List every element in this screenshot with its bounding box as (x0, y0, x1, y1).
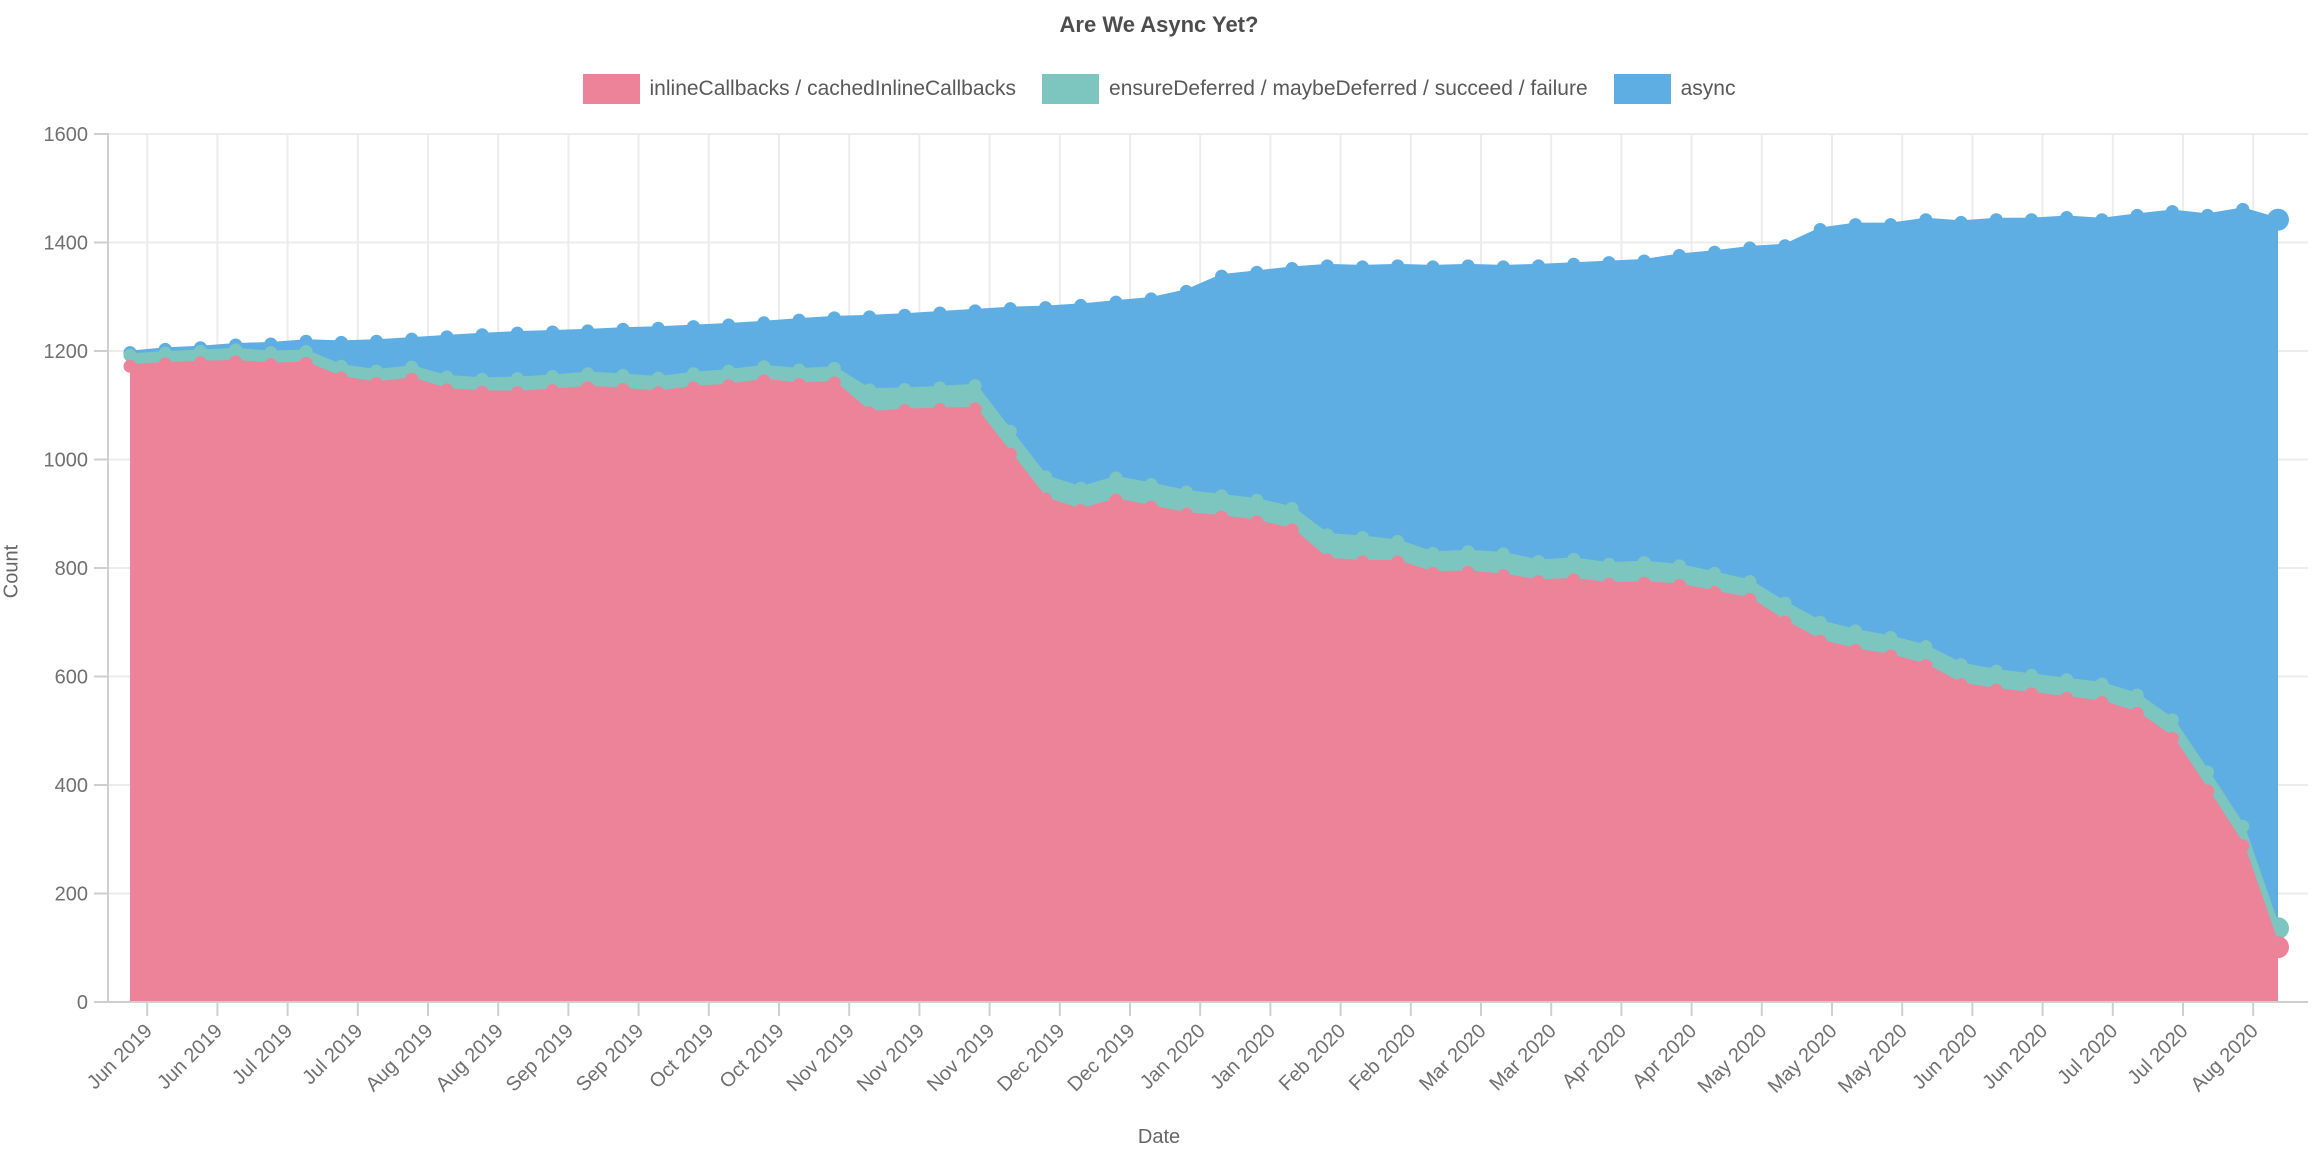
x-tick-label: Jul 2020 (2124, 1020, 2193, 1089)
x-tick-label: May 2020 (1834, 1020, 1912, 1098)
legend-swatch-ensure-deferred-icon (1042, 74, 1100, 104)
x-tick-label: Jan 2020 (1206, 1020, 1280, 1094)
y-tick-labels: 0 200 400 600 800 1000 1200 1400 1600 (44, 124, 89, 1014)
y-tick-label: 800 (55, 558, 88, 580)
chart-title: Are We Async Yet? (1059, 12, 1259, 37)
x-tick-label: Jul 2019 (228, 1020, 297, 1089)
x-tick-label: Mar 2020 (1485, 1020, 1560, 1095)
x-tick-label: Oct 2019 (645, 1020, 718, 1093)
y-tick-label: 400 (55, 775, 88, 797)
area-inline-callbacks (123, 355, 2289, 1003)
x-tick-label: Apr 2020 (1558, 1020, 1631, 1093)
x-tick-label: Jun 2019 (153, 1020, 227, 1094)
x-tick-label: Sep 2019 (572, 1020, 648, 1096)
x-tick-label: Dec 2019 (1063, 1020, 1139, 1096)
legend-swatch-async-icon (1613, 74, 1671, 104)
x-tick-label: Dec 2019 (993, 1020, 1069, 1096)
y-tick-label: 1400 (44, 233, 89, 255)
x-tick-label: Nov 2019 (783, 1020, 859, 1096)
x-tick-label: Aug 2020 (2187, 1020, 2263, 1096)
y-axis-title: Count (0, 544, 23, 599)
legend-label-async: async (1680, 77, 1736, 100)
legend-swatch-inline-callbacks-icon (582, 74, 640, 104)
y-tick-label: 600 (55, 667, 88, 689)
x-tick-label: Aug 2019 (432, 1020, 508, 1096)
chart-legend: inlineCallbacks / cachedInlineCallbacks … (0, 74, 2318, 104)
x-tick-label: Sep 2019 (502, 1020, 578, 1096)
x-tick-label: May 2020 (1764, 1020, 1842, 1098)
x-tick-label: Nov 2019 (853, 1020, 929, 1096)
y-tick-label: 1600 (44, 124, 89, 146)
legend-item-async[interactable]: async (1613, 74, 1736, 104)
x-tick-label: Jan 2020 (1136, 1020, 1210, 1094)
x-axis-title: Date (1137, 1126, 1181, 1148)
x-tick-label: May 2020 (1694, 1020, 1772, 1098)
legend-label-inline-callbacks: inlineCallbacks / cachedInlineCallbacks (649, 77, 1017, 100)
y-tick-label: 1000 (44, 450, 89, 472)
x-tick-label: Feb 2020 (1345, 1020, 1420, 1095)
x-tick-label: Oct 2019 (716, 1020, 789, 1093)
x-tick-label: Nov 2019 (923, 1020, 999, 1096)
x-tick-label: Feb 2020 (1275, 1020, 1350, 1095)
x-tick-label: Jul 2020 (2053, 1020, 2122, 1089)
x-tick-label: Jul 2019 (298, 1020, 367, 1089)
x-tick-label: Mar 2020 (1415, 1020, 1490, 1095)
x-tick-label: Jun 2020 (1978, 1020, 2052, 1094)
x-tick-label: Aug 2019 (361, 1020, 437, 1096)
x-tick-label: Apr 2020 (1628, 1020, 1701, 1093)
y-tick-label: 0 (77, 992, 88, 1014)
y-tick-label: 200 (55, 884, 88, 906)
y-tick-label: 1200 (44, 341, 89, 363)
x-tick-label: Jun 2020 (1908, 1020, 1982, 1094)
legend-label-ensure-deferred: ensureDeferred / maybeDeferred / succeed… (1109, 77, 1588, 100)
axis-lines (107, 133, 2308, 1003)
x-tick-label: Jun 2019 (83, 1020, 157, 1094)
legend-item-inline-callbacks[interactable]: inlineCallbacks / cachedInlineCallbacks (582, 74, 1017, 104)
legend-item-ensure-deferred[interactable]: ensureDeferred / maybeDeferred / succeed… (1042, 74, 1588, 104)
